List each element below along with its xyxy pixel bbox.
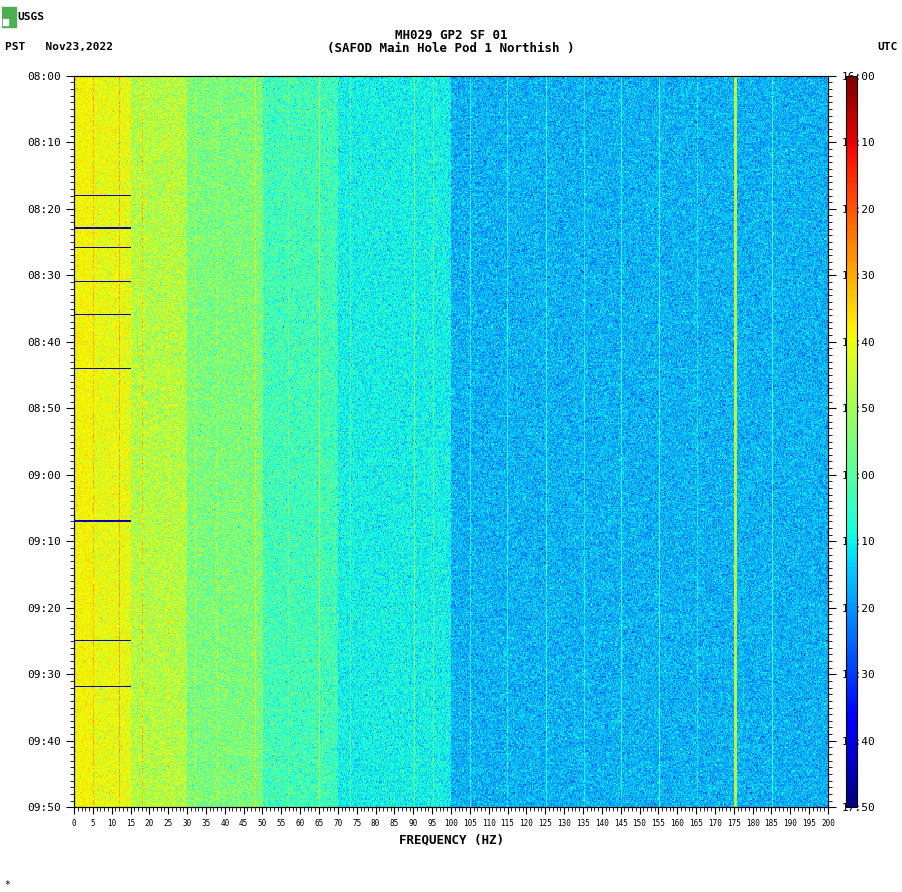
Text: USGS: USGS — [18, 12, 44, 22]
Text: (SAFOD Main Hole Pod 1 Northish ): (SAFOD Main Hole Pod 1 Northish ) — [327, 42, 575, 55]
Bar — [3, 19, 8, 25]
X-axis label: FREQUENCY (HZ): FREQUENCY (HZ) — [399, 834, 503, 847]
Text: *: * — [5, 880, 11, 890]
Text: UTC: UTC — [878, 42, 897, 52]
Text: MH029 GP2 SF 01: MH029 GP2 SF 01 — [395, 29, 507, 43]
Bar — [2, 7, 15, 27]
Text: PST   Nov23,2022: PST Nov23,2022 — [5, 42, 113, 52]
